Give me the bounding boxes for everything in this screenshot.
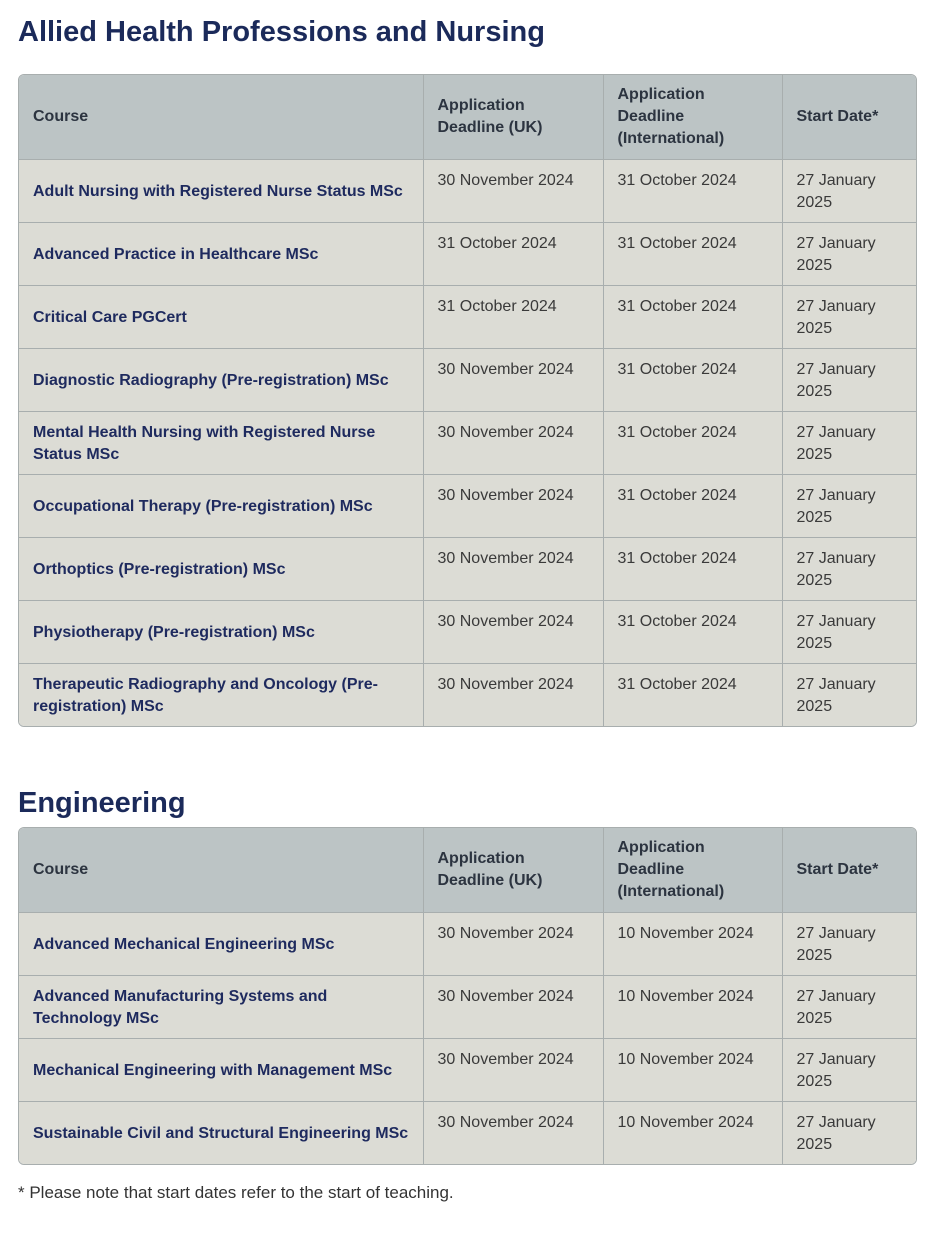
table-row: Mental Health Nursing with Registered Nu… — [19, 411, 916, 475]
table-cell: 30 November 2024 — [422, 600, 603, 664]
course-name: Adult Nursing with Registered Nurse Stat… — [19, 159, 423, 223]
column-header: Application Deadline (UK) — [422, 828, 603, 913]
table-body: Adult Nursing with Registered Nurse Stat… — [19, 159, 916, 726]
course-name: Physiotherapy (Pre-registration) MSc — [19, 600, 423, 664]
course-name: Advanced Manufacturing Systems and Techn… — [19, 975, 423, 1039]
course-name: Sustainable Civil and Structural Enginee… — [19, 1101, 423, 1164]
table-row: Physiotherapy (Pre-registration) MSc 30 N… — [19, 600, 916, 664]
table-cell: 31 October 2024 — [422, 285, 603, 349]
course-name: Mechanical Engineering with Management M… — [19, 1038, 423, 1102]
table-cell: 31 October 2024 — [602, 222, 782, 286]
table-cell: 30 November 2024 — [422, 159, 603, 223]
table-cell: 30 November 2024 — [422, 912, 603, 976]
table-cell: 27 January 2025 — [781, 912, 916, 976]
table-cell: 30 November 2024 — [422, 1101, 603, 1164]
column-header: Start Date* — [781, 75, 916, 160]
course-name: Occupational Therapy (Pre-registration) … — [19, 474, 423, 538]
table-cell: 27 January 2025 — [781, 600, 916, 664]
table-cell: 30 November 2024 — [422, 348, 603, 412]
header-row: Course Application Deadline (UK) Applicati… — [19, 75, 916, 160]
column-header: Course — [19, 828, 423, 913]
course-name: Advanced Practice in Healthcare MSc — [19, 222, 423, 286]
table-cell: 31 October 2024 — [602, 348, 782, 412]
table-cell: 10 November 2024 — [602, 1038, 782, 1102]
course-name: Orthoptics (Pre-registration) MSc — [19, 537, 423, 601]
table-cell: 27 January 2025 — [781, 1101, 916, 1164]
course-name: Therapeutic Radiography and Oncology (Pr… — [19, 663, 423, 726]
column-header: Application Deadline (International) — [602, 828, 782, 913]
column-header: Start Date* — [781, 828, 916, 913]
column-header: Course — [19, 75, 423, 160]
table-row: Diagnostic Radiography (Pre-registration… — [19, 348, 916, 412]
table-cell: 31 October 2024 — [602, 474, 782, 538]
table-row: Therapeutic Radiography and Oncology (Pr… — [19, 663, 916, 726]
table-row: Adult Nursing with Registered Nurse Stat… — [19, 159, 916, 223]
table-cell: 30 November 2024 — [422, 663, 603, 726]
table-row: Sustainable Civil and Structural Enginee… — [19, 1101, 916, 1164]
table-row: Mechanical Engineering with Management M… — [19, 1038, 916, 1102]
header-row: Course Application Deadline (UK) Applicati… — [19, 828, 916, 913]
table-cell: 27 January 2025 — [781, 285, 916, 349]
table-cell: 27 January 2025 — [781, 975, 916, 1039]
course-table: Course Application Deadline (UK) Applicati… — [19, 75, 916, 726]
table-head: Course Application Deadline (UK) Applicati… — [19, 75, 916, 160]
table-cell: 31 October 2024 — [602, 285, 782, 349]
table-cell: 31 October 2024 — [602, 411, 782, 475]
footnote: * Please note that start dates refer to … — [18, 1183, 454, 1202]
table-row: Advanced Practice in Healthcare MSc 31 Oc… — [19, 222, 916, 286]
course-name: Advanced Mechanical Engineering MSc — [19, 912, 423, 976]
table-cell: 30 November 2024 — [422, 1038, 603, 1102]
table-cell: 30 November 2024 — [422, 537, 603, 601]
table-cell: 27 January 2025 — [781, 663, 916, 726]
table-cell: 27 January 2025 — [781, 222, 916, 286]
course-table: Course Application Deadline (UK) Applicati… — [19, 828, 916, 1164]
course-name: Diagnostic Radiography (Pre-registration… — [19, 348, 423, 412]
table-wrap: Course Application Deadline (UK) Applicati… — [18, 827, 917, 1165]
table-row: Occupational Therapy (Pre-registration) … — [19, 474, 916, 538]
section-title: Engineering — [18, 787, 186, 819]
table-cell: 27 January 2025 — [781, 537, 916, 601]
course-name: Mental Health Nursing with Registered Nu… — [19, 411, 423, 475]
column-header: Application Deadline (UK) — [422, 75, 603, 160]
table-wrap: Course Application Deadline (UK) Applicati… — [18, 74, 917, 727]
section-title: Allied Health Professions and Nursing — [18, 16, 545, 48]
table-cell: 30 November 2024 — [422, 474, 603, 538]
table-cell: 27 January 2025 — [781, 1038, 916, 1102]
table-cell: 27 January 2025 — [781, 348, 916, 412]
table-cell: 10 November 2024 — [602, 1101, 782, 1164]
table-cell: 27 January 2025 — [781, 411, 916, 475]
table-body: Advanced Mechanical Engineering MSc 30 No… — [19, 912, 916, 1164]
table-cell: 10 November 2024 — [602, 912, 782, 976]
table-row: Advanced Manufacturing Systems and Techn… — [19, 975, 916, 1039]
table-row: Advanced Mechanical Engineering MSc 30 No… — [19, 912, 916, 976]
table-cell: 30 November 2024 — [422, 411, 603, 475]
table-cell: 10 November 2024 — [602, 975, 782, 1039]
table-cell: 31 October 2024 — [602, 537, 782, 601]
table-row: Orthoptics (Pre-registration) MSc 30 Nove… — [19, 537, 916, 601]
column-header: Application Deadline (International) — [602, 75, 782, 160]
course-name: Critical Care PGCert — [19, 285, 423, 349]
table-cell: 27 January 2025 — [781, 159, 916, 223]
table-row: Critical Care PGCert 31 October 2024 31 Oc… — [19, 285, 916, 349]
table-head: Course Application Deadline (UK) Applicati… — [19, 828, 916, 913]
table-cell: 31 October 2024 — [602, 663, 782, 726]
table-cell: 31 October 2024 — [602, 159, 782, 223]
table-cell: 27 January 2025 — [781, 474, 916, 538]
table-cell: 31 October 2024 — [422, 222, 603, 286]
table-cell: 31 October 2024 — [602, 600, 782, 664]
table-cell: 30 November 2024 — [422, 975, 603, 1039]
content: Allied Health Professions and Nursing Cou… — [18, 0, 917, 1203]
